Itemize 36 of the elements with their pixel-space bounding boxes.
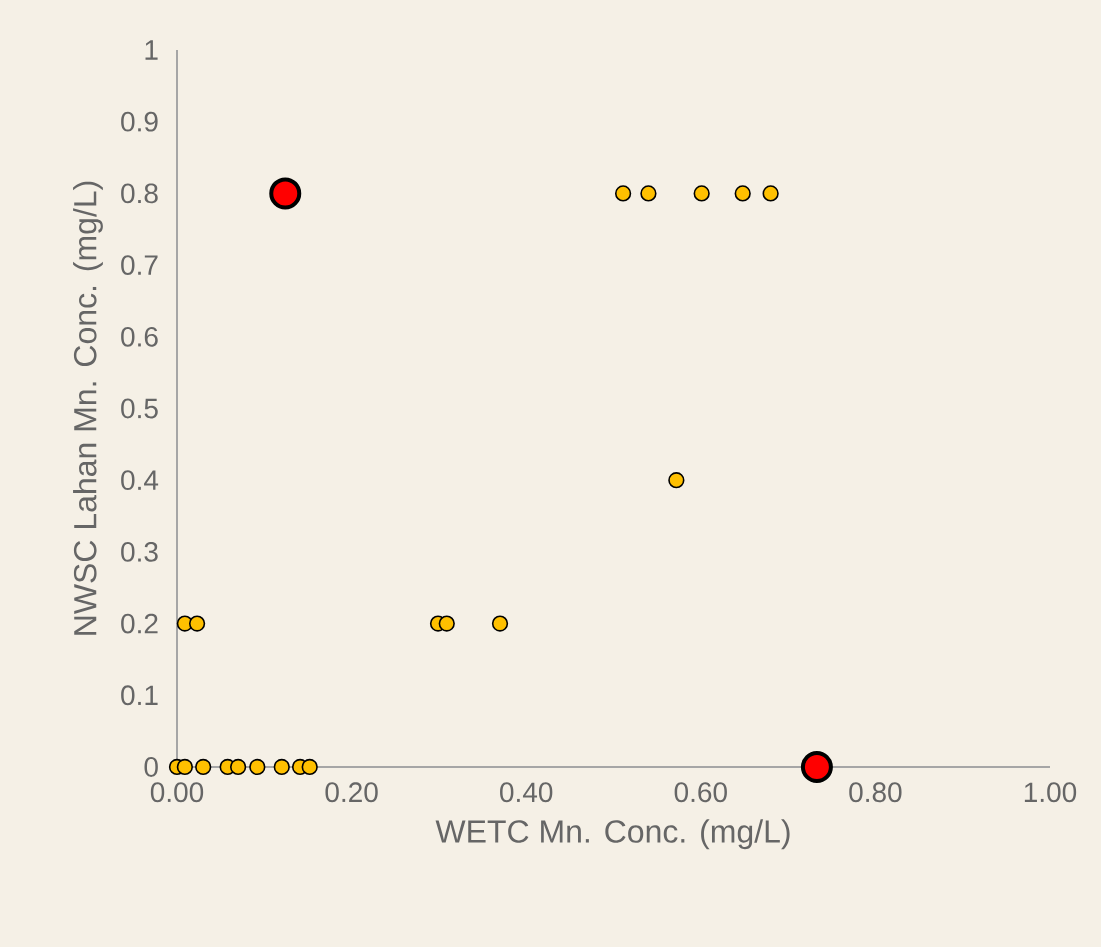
y-tick-label: 1	[145, 40, 158, 60]
x-tick-label: 1.00	[1024, 782, 1077, 803]
point	[249, 758, 266, 776]
x-axis-title: WETC Mn. Conc. (mg/L)	[435, 819, 790, 850]
point	[734, 185, 751, 202]
y-tick-label: 0.9	[121, 111, 158, 132]
point	[800, 750, 833, 783]
x-tick-label: 0.40	[500, 782, 553, 803]
y-tick-label: 0.3	[121, 541, 158, 562]
point	[176, 758, 193, 776]
y-tick-label: 0.5	[121, 398, 158, 419]
point	[762, 185, 779, 202]
point	[640, 185, 657, 202]
point	[438, 615, 455, 632]
x-tick-label: 0.00	[150, 782, 204, 803]
y-tick-label: 0	[144, 757, 158, 777]
point	[269, 177, 302, 210]
x-tick-label: 0.80	[849, 782, 902, 803]
x-tick-label: 0.60	[674, 782, 727, 803]
point	[668, 472, 685, 489]
x-tick-label: 0.20	[325, 782, 378, 803]
y-tick-label: 0.8	[121, 183, 158, 204]
point	[195, 758, 212, 776]
point	[491, 615, 509, 632]
point	[301, 758, 318, 776]
point	[188, 615, 206, 632]
y-tick-label: 0.7	[121, 255, 158, 275]
y-tick-label: 0.2	[121, 613, 158, 634]
y-tick-label: 0.6	[121, 326, 158, 347]
point	[229, 758, 247, 776]
y-axis-title: NWSC Lahan Mn. Conc. (mg/L)	[73, 181, 103, 635]
point	[614, 185, 632, 202]
point	[693, 185, 710, 202]
y-tick-label: 0.1	[121, 685, 158, 706]
y-tick-label: 0.4	[121, 470, 159, 491]
point	[273, 758, 290, 776]
